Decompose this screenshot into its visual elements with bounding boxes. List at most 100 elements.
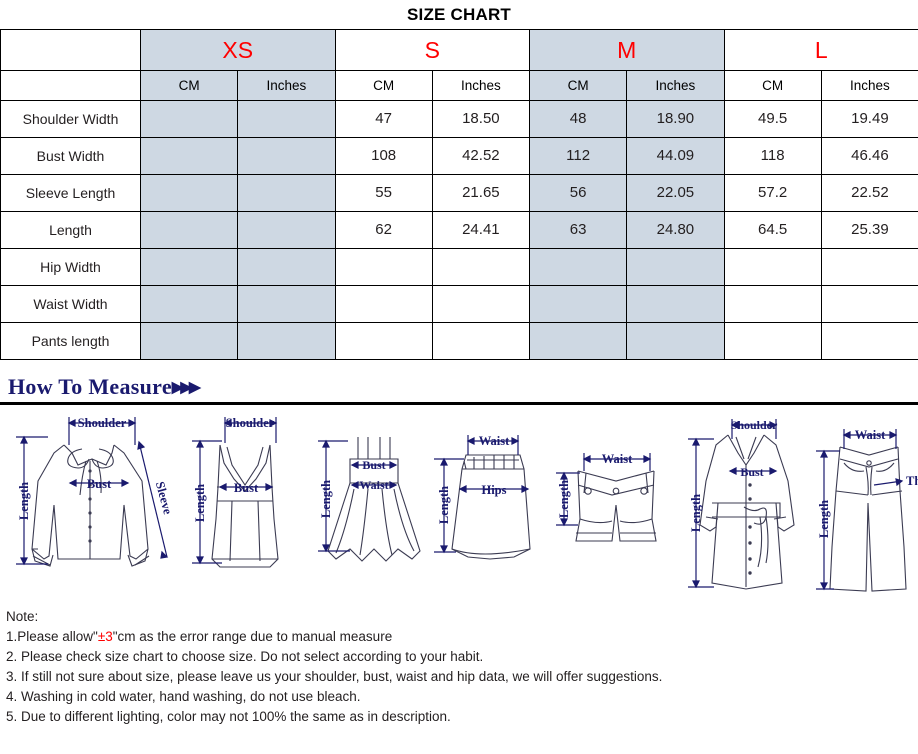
- unit-m-cm: CM: [528, 70, 628, 101]
- notes-heading: Note:: [6, 609, 39, 624]
- label-length: Length: [557, 480, 571, 518]
- cell-bust-width-m-cm: 112: [528, 137, 628, 175]
- cell-waist-width-xs-inches: [237, 285, 336, 323]
- table-row: Length 62 24.41 63 24.80 64.5 25.39: [0, 211, 918, 249]
- cell-hip-width-xs-inches: [237, 248, 336, 286]
- cell-hip-width-s-inches: [431, 248, 531, 286]
- cell-pants-length-s-cm: [334, 322, 433, 360]
- cell-pants-length-xs-cm: [139, 322, 239, 360]
- row-label-length: Length: [0, 211, 141, 249]
- label-length: Length: [437, 486, 451, 524]
- note-1-post: "cm as the error range due to manual mea…: [112, 629, 393, 644]
- cell-pants-length-xs-inches: [237, 322, 336, 360]
- cell-waist-width-m-inches: [626, 285, 725, 323]
- cell-sleeve-length-l-inches: 22.52: [820, 174, 918, 212]
- cell-pants-length-l-cm: [723, 322, 822, 360]
- table-row: Shoulder Width 47 18.50 48 18.90 49.5 19…: [0, 100, 918, 138]
- how-to-measure-heading: How To Measure▸▸▸: [8, 374, 918, 400]
- row-label-shoulder-width: Shoulder Width: [0, 100, 141, 138]
- notes-section: Note: 1.Please allow"±3"cm as the error …: [0, 599, 918, 727]
- label-bust: Bust: [234, 481, 259, 495]
- straight-jeans-illustration: Waist Thigh Length: [816, 428, 918, 592]
- cell-sleeve-length-m-inches: 22.05: [626, 174, 725, 212]
- cell-shoulder-width-l-inches: 19.49: [820, 100, 918, 138]
- row-label-bust-width: Bust Width: [0, 137, 141, 175]
- cell-sleeve-length-m-cm: 56: [528, 174, 628, 212]
- note-item-4: 4. Washing in cold water, hand washing, …: [6, 689, 361, 704]
- size-header-row: XS S M L XL: [0, 29, 918, 71]
- cell-hip-width-m-inches: [626, 248, 725, 286]
- size-header-l: L: [723, 29, 918, 71]
- cell-sleeve-length-xs-inches: [237, 174, 336, 212]
- unit-xs-cm: CM: [139, 70, 239, 101]
- label-length: Length: [689, 494, 703, 532]
- cell-sleeve-length-s-inches: 21.65: [431, 174, 531, 212]
- row-label-hip-width: Hip Width: [0, 248, 141, 286]
- cell-hip-width-l-cm: [723, 248, 822, 286]
- table-row: Hip Width: [0, 248, 918, 286]
- cell-length-xs-inches: [237, 211, 336, 249]
- cell-waist-width-s-inches: [431, 285, 531, 323]
- label-bust: Bust: [740, 465, 763, 479]
- note-item-2: 2. Please check size chart to choose siz…: [6, 649, 484, 664]
- diagram-a-line-skirt: Waist Hips Length: [430, 409, 550, 599]
- page-title: SIZE CHART: [407, 5, 511, 24]
- a-line-skirt-illustration: Waist Hips Length: [434, 434, 531, 560]
- cell-pants-length-m-cm: [528, 322, 628, 360]
- diagram-bow-blouse: Shoulder Bust Length Sleeve: [2, 409, 180, 599]
- row-label-pants-length: Pants length: [0, 322, 141, 360]
- cell-bust-width-l-inches: 46.46: [820, 137, 918, 175]
- cell-bust-width-m-inches: 44.09: [626, 137, 725, 175]
- cell-sleeve-length-l-cm: 57.2: [723, 174, 822, 212]
- unit-l-inches: Inches: [820, 70, 918, 101]
- label-thigh: Thigh: [906, 474, 918, 488]
- cell-waist-width-l-cm: [723, 285, 822, 323]
- cell-waist-width-l-inches: [820, 285, 918, 323]
- cell-length-s-cm: 62: [334, 211, 433, 249]
- row-label-sleeve-length: Sleeve Length: [0, 174, 141, 212]
- label-waist: Waist: [602, 452, 633, 466]
- how-to-measure-heading-text: How To Measure: [8, 374, 172, 399]
- bow-blouse-illustration: Shoulder Bust Length Sleeve: [16, 416, 175, 567]
- label-waist: Waist: [359, 478, 388, 492]
- label-shoulder: Shoulder: [226, 416, 275, 430]
- cell-pants-length-m-inches: [626, 322, 725, 360]
- diagram-high-waist-shorts: Waist Length: [550, 409, 682, 599]
- size-header-m: M: [529, 29, 725, 71]
- diagram-straight-jeans: Waist Thigh Length: [810, 407, 918, 599]
- cell-shoulder-width-xs-cm: [139, 100, 239, 138]
- cell-waist-width-xs-cm: [139, 285, 239, 323]
- cell-bust-width-s-cm: 108: [334, 137, 433, 175]
- note-item-1: 1.Please allow"±3"cm as the error range …: [6, 627, 918, 647]
- table-header: XS S M L XL CM Inches CM Inches CM Inche…: [0, 29, 918, 101]
- note-1-tolerance: ±3: [97, 629, 113, 644]
- section-divider: [0, 402, 918, 407]
- cell-bust-width-l-cm: 118: [723, 137, 822, 175]
- measurement-diagrams: Shoulder Bust Length Sleeve: [0, 407, 918, 599]
- cell-length-m-cm: 63: [528, 211, 628, 249]
- cell-waist-width-s-cm: [334, 285, 433, 323]
- cell-length-xs-cm: [139, 211, 239, 249]
- cell-shoulder-width-s-cm: 47: [334, 100, 433, 138]
- cell-hip-width-m-cm: [528, 248, 628, 286]
- cell-waist-width-m-cm: [528, 285, 628, 323]
- diagram-strap-dress: Bust Waist Length: [310, 409, 430, 599]
- cell-pants-length-s-inches: [431, 322, 531, 360]
- unit-m-inches: Inches: [626, 70, 725, 101]
- label-waist: Waist: [479, 434, 510, 448]
- cell-length-l-cm: 64.5: [723, 211, 822, 249]
- unit-header-row: CM Inches CM Inches CM Inches CM Inches …: [0, 70, 918, 101]
- label-shoulder: Shoulder: [731, 418, 778, 432]
- table-row: Bust Width 108 42.52 112 44.09 118 46.46: [0, 137, 918, 175]
- label-bust: Bust: [362, 458, 385, 472]
- cell-length-m-inches: 24.80: [626, 211, 725, 249]
- diagram-belted-trench-coat: Shoulder Bust Length: [682, 407, 810, 599]
- table-body: Shoulder Width 47 18.50 48 18.90 49.5 19…: [0, 100, 918, 360]
- cell-shoulder-width-xs-inches: [237, 100, 336, 138]
- chevron-right-icon: ▸▸▸: [171, 374, 201, 399]
- label-length: Length: [17, 482, 31, 520]
- table-row: Waist Width: [0, 285, 918, 323]
- label-length: Length: [817, 500, 831, 538]
- size-header-xs: XS: [140, 29, 336, 71]
- label-length: Length: [193, 484, 207, 522]
